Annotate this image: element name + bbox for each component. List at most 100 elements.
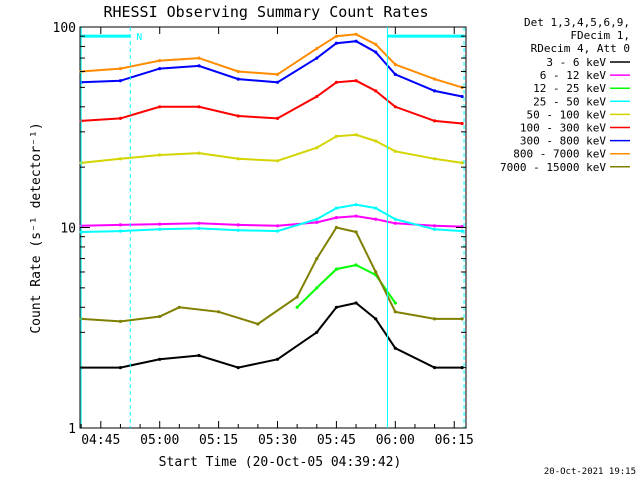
y-tick-label-1: 10	[60, 222, 76, 237]
legend-label-6: 300 - 800 keV	[520, 135, 606, 148]
series-4-point-11	[433, 157, 437, 161]
series-3-point-6	[315, 217, 319, 221]
chart-title: RHESSI Observing Summary Count Rates	[103, 3, 428, 21]
series-8-point-1	[118, 319, 122, 323]
series-3-point-12	[460, 229, 464, 233]
series-1-point-11	[433, 224, 437, 228]
series-3-point-2	[158, 227, 162, 231]
series-2-point-1	[315, 286, 319, 290]
series-0-point-7	[334, 305, 338, 309]
legend: Det 1,3,4,5,6,9, FDecim 1, RDecim 4, Att…	[500, 16, 630, 174]
x-tick-label-4: 05:45	[317, 433, 356, 448]
series-1-point-10	[393, 221, 397, 225]
series-1-point-8	[354, 214, 358, 218]
series-6-point-10	[393, 72, 397, 76]
series-5-point-2	[158, 105, 162, 109]
series-3-point-10	[393, 217, 397, 221]
series-7-point-6	[315, 47, 319, 51]
series-line-5	[81, 79, 463, 125]
series-6-point-4	[236, 77, 240, 81]
series-0-point-6	[315, 330, 319, 334]
series-4-point-1	[118, 157, 122, 161]
series-4-point-3	[197, 151, 201, 155]
series-3-point-7	[334, 206, 338, 210]
plot-border	[79, 26, 467, 429]
series-5-point-6	[315, 94, 319, 99]
x-tick-label-0: 04:45	[81, 433, 120, 448]
series-8-point-8	[334, 225, 338, 230]
series-4-point-9	[374, 139, 378, 143]
x-tick-label-1: 05:00	[140, 433, 179, 448]
series-8-point-3	[177, 305, 181, 309]
series-0-point-10	[393, 346, 397, 350]
series-1-point-4	[236, 223, 240, 227]
series-7-point-9	[374, 42, 378, 46]
series-5-point-7	[334, 80, 338, 84]
series-7-point-2	[158, 59, 162, 63]
x-tick-label-5: 06:00	[376, 433, 415, 448]
series-line-8	[81, 226, 463, 326]
legend-header-line-1: Det 1,3,4,5,6,9,	[524, 16, 630, 29]
series-5-point-4	[236, 114, 240, 118]
legend-header-line-2: FDecim 1,	[570, 29, 630, 42]
series-4-point-8	[354, 133, 358, 137]
legend-label-5: 100 - 300 keV	[520, 122, 606, 135]
series-7-point-1	[118, 67, 122, 71]
marker-layer: N	[80, 27, 465, 428]
series-5-point-10	[393, 105, 397, 109]
legend-label-4: 50 - 100 keV	[527, 108, 607, 121]
series-5-point-9	[374, 89, 378, 93]
series-5-point-8	[354, 79, 358, 83]
series-0-point-8	[354, 301, 358, 305]
series-4-point-5	[275, 159, 280, 163]
series-0-point-9	[374, 317, 378, 321]
series-5-point-1	[118, 116, 122, 120]
series-4-point-10	[393, 149, 397, 153]
series-7-point-3	[197, 56, 201, 60]
series-1-point-9	[374, 217, 378, 221]
series-line-3	[81, 203, 463, 233]
series-7-point-10	[393, 62, 397, 67]
legend-label-3: 25 - 50 keV	[533, 95, 606, 108]
series-6-point-11	[433, 89, 437, 93]
footer-timestamp: 20-Oct-2021 19:15	[544, 467, 636, 477]
series-4-point-12	[460, 161, 464, 165]
series-6-point-5	[275, 80, 280, 84]
legend-header-line-3: RDecim 4, Att 0	[531, 42, 630, 55]
series-7-point-5	[275, 72, 280, 76]
series-3-point-1	[118, 229, 122, 233]
axis-layer: 04:45 05:00 05:15 05:30 05:45 06:00 06:15 1 10 10…	[53, 21, 474, 448]
series-2-point-5	[393, 301, 397, 305]
series-5-point-5	[275, 116, 280, 120]
series-6-point-12	[460, 94, 464, 99]
series-4-point-4	[236, 157, 240, 161]
legend-label-7: 800 - 7000 keV	[513, 148, 606, 161]
series-0-point-5	[275, 357, 280, 361]
legend-label-8: 7000 - 15000 keV	[500, 161, 606, 174]
series-8-point-12	[433, 317, 437, 321]
series-0-point-3	[197, 353, 201, 358]
plot-frame	[79, 26, 467, 429]
series-7-point-11	[433, 77, 437, 81]
series-0-point-11	[433, 366, 437, 370]
series-1-point-7	[334, 216, 338, 220]
attenuator-marker: N	[136, 32, 142, 43]
x-tick-label-3: 05:30	[258, 433, 297, 448]
series-2-point-2	[334, 267, 338, 271]
series-1-point-6	[315, 220, 319, 224]
x-tick-label-6: 06:15	[435, 433, 474, 448]
series-6-point-7	[334, 41, 338, 45]
series-6-point-6	[315, 56, 319, 60]
series-6-point-2	[158, 67, 162, 71]
series-2-point-0	[295, 305, 299, 309]
y-axis-label: Count Rate (s⁻¹ detector⁻¹)	[29, 122, 44, 333]
series-7-point-7	[334, 34, 338, 38]
series-4-point-6	[315, 146, 319, 150]
series-1-point-1	[118, 223, 122, 227]
y-tick-label-0: 1	[68, 422, 76, 437]
x-axis-label: Start Time (20-Oct-05 04:39:42)	[159, 455, 402, 470]
series-8-point-5	[256, 322, 260, 326]
series-8-point-11	[393, 310, 397, 314]
series-5-point-3	[197, 105, 201, 109]
